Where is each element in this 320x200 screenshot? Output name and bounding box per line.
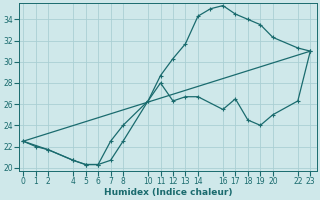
X-axis label: Humidex (Indice chaleur): Humidex (Indice chaleur) — [104, 188, 232, 197]
